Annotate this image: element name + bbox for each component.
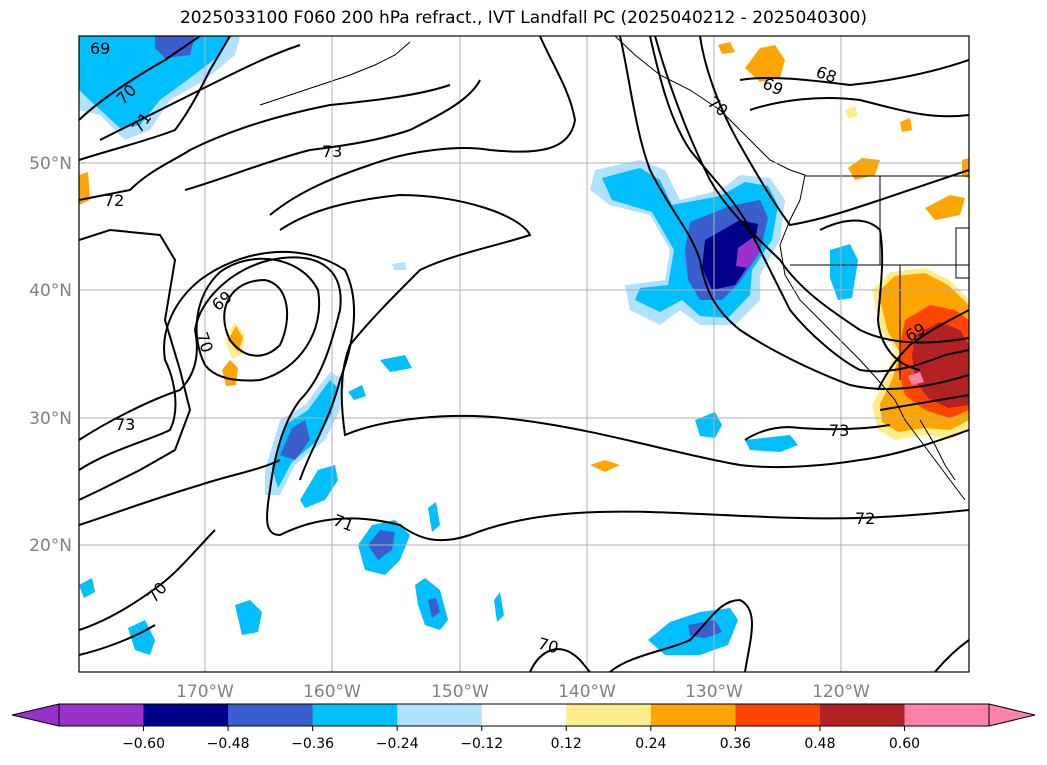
lon-label-120w: 120°W xyxy=(812,682,870,702)
colorbar-tick-label: 0.12 xyxy=(551,736,582,752)
graticule xyxy=(79,36,969,672)
colorbar-segment xyxy=(650,704,736,726)
colorbar-tick-label: −0.24 xyxy=(376,736,419,752)
colorbar-segment xyxy=(59,704,144,726)
contour-label: 73 xyxy=(115,415,135,434)
colorbar-tick-label: 0.24 xyxy=(635,736,666,752)
colorbar: −0.60 −0.48 −0.36 −0.24 −0.12 0.12 0.24 0.36 0.4… xyxy=(11,703,1036,752)
colorbar-tick-label: −0.48 xyxy=(207,736,250,752)
colorbar-segment xyxy=(566,704,652,726)
map-border xyxy=(78,35,970,673)
colorbar-high-extension xyxy=(988,703,1036,727)
contour-label: 72 xyxy=(104,191,124,210)
contour-label: 72 xyxy=(855,509,875,528)
contour-label: 70 xyxy=(536,634,561,658)
colorbar-segment xyxy=(397,704,483,726)
filled-shading xyxy=(79,36,969,655)
coastlines xyxy=(259,36,969,501)
colorbar-tick-label: −0.60 xyxy=(122,736,165,752)
colorbar-tick-label: −0.12 xyxy=(460,736,503,752)
colorbar-segment xyxy=(481,704,567,726)
contour-label: 69 xyxy=(90,39,110,58)
colorbar-low-extension xyxy=(11,703,60,727)
lon-label-140w: 140°W xyxy=(558,682,616,702)
colorbar-frame xyxy=(58,703,990,727)
lat-label-30n: 30°N xyxy=(29,409,72,429)
colorbar-segment xyxy=(904,704,990,726)
contour-label: 73 xyxy=(829,421,849,440)
map-area xyxy=(79,36,969,672)
lon-label-170w: 170°W xyxy=(176,682,234,702)
lat-label-20n: 20°N xyxy=(29,536,72,556)
map-title: 2025033100 F060 200 hPa refract., IVT La… xyxy=(179,8,867,28)
colorbar-tick-label: 0.48 xyxy=(804,736,835,752)
latitude-labels: 50°N 40°N 30°N 20°N xyxy=(29,154,72,556)
lat-label-40n: 40°N xyxy=(29,281,72,301)
colorbar-segment xyxy=(819,704,905,726)
lat-label-50n: 50°N xyxy=(29,154,72,174)
colorbar-tick-label: 0.60 xyxy=(889,736,920,752)
lon-label-160w: 160°W xyxy=(303,682,361,702)
colorbar-segment xyxy=(312,704,398,726)
colorbar-segment xyxy=(143,704,229,726)
colorbar-segment xyxy=(228,704,314,726)
colorbar-segment xyxy=(735,704,821,726)
longitude-labels: 170°W 160°W 150°W 140°W 130°W 120°W xyxy=(176,682,870,702)
lon-label-150w: 150°W xyxy=(431,682,489,702)
colorbar-tick-label: −0.36 xyxy=(291,736,334,752)
refractivity-contours xyxy=(79,36,969,672)
contour-label: 73 xyxy=(322,142,342,161)
lon-label-130w: 130°W xyxy=(685,682,743,702)
colorbar-tick-label: 0.36 xyxy=(720,736,751,752)
